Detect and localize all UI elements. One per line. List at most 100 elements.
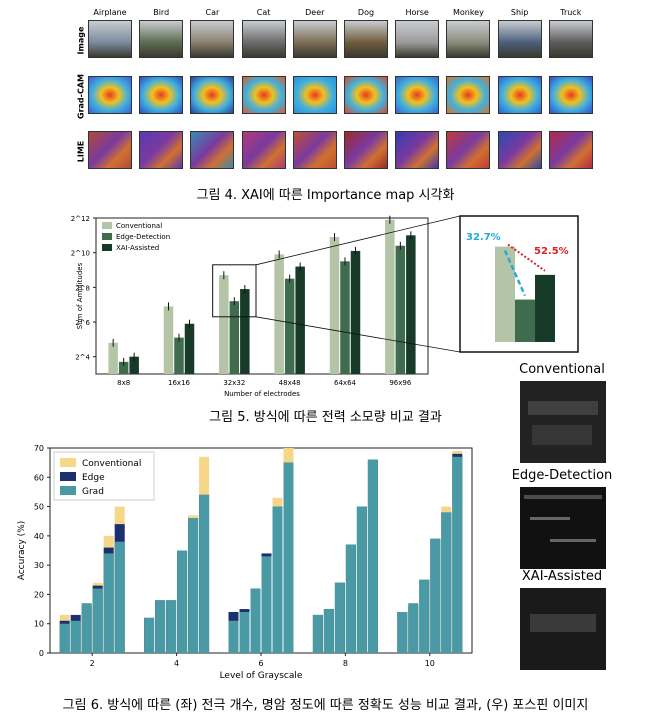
fig5-inset-bar	[535, 274, 555, 342]
thumbnail	[446, 20, 491, 58]
thumbnail	[292, 20, 337, 58]
fig6-bar	[334, 582, 345, 653]
thumbnail	[548, 76, 593, 114]
fig5-inset-bar	[495, 246, 515, 342]
thumbnail	[88, 20, 132, 58]
fig6-ytick-label: 30	[34, 561, 44, 570]
thumbnail	[292, 76, 337, 114]
thumbnail	[395, 131, 440, 169]
thumbnail	[139, 76, 184, 114]
fig4-caption: 그림 4. XAI에 따른 Importance map 시각화	[196, 188, 455, 203]
phosphene-image-conventional	[520, 381, 606, 463]
fig6-bar	[250, 588, 261, 653]
fig6-bar	[261, 556, 272, 653]
fig5-bar	[395, 245, 406, 374]
fig6-ytick-label: 0	[39, 649, 44, 658]
fig6-bar	[356, 506, 367, 653]
fig6-bar	[177, 550, 188, 653]
fig5-plot-frame	[95, 217, 429, 375]
fig5-inset-arrow-red	[507, 243, 546, 272]
fig6-xtick-label: 6	[258, 659, 263, 668]
fig5-legend-label: Conventional	[116, 222, 162, 230]
fig5-bar	[174, 337, 184, 374]
fig6-bar	[367, 459, 378, 653]
fig5-caption: 그림 5. 방식에 따른 전력 소모량 비교 결과	[209, 410, 442, 425]
thumbnail	[446, 131, 491, 169]
fig5-bar	[340, 261, 350, 374]
fig5-ytick-label: 2^8	[75, 284, 90, 292]
class-label: Car	[205, 8, 220, 17]
thumbnail	[190, 20, 235, 58]
fig5-bar	[184, 323, 195, 374]
fig6-legend-swatch	[60, 486, 76, 495]
fig6-bar	[199, 494, 210, 653]
thumbnail	[446, 76, 491, 114]
phosphene-title-xai: XAI-Assisted	[521, 569, 603, 584]
fig6-bar	[103, 553, 114, 653]
fig6-ytick-label: 60	[34, 473, 44, 482]
fig5-inset-arrow-blue	[503, 250, 527, 297]
thumbnail	[190, 76, 235, 114]
fig5-zoom-line	[255, 215, 461, 266]
phosphene-title-edge: Edge-Detection	[511, 468, 613, 483]
fig6-bar	[59, 623, 70, 653]
fig6-legend-swatch	[60, 458, 76, 467]
class-label: Monkey	[452, 8, 484, 17]
fig5-xtick-label: 16x16	[168, 379, 191, 387]
fig6-bar	[441, 512, 452, 653]
fig5-ytick-label: 2^4	[75, 354, 90, 362]
fig5-zoom-box	[212, 264, 257, 318]
fig6-bar	[70, 620, 81, 653]
fig6-bar	[92, 588, 103, 653]
class-label: Horse	[405, 8, 429, 17]
phosphene-image-edge	[520, 487, 606, 569]
fig5-inset-label-blue: 32.7%	[466, 232, 501, 243]
thumbnail	[548, 131, 593, 169]
phosphene-image-xai	[520, 588, 606, 670]
class-label: Ship	[510, 8, 529, 17]
fig5-bar	[240, 289, 250, 374]
fig5-legend-label: XAI-Assisted	[116, 244, 159, 252]
fig5-bar	[129, 356, 139, 374]
fig5-bar	[295, 266, 305, 374]
thumbnail	[497, 131, 542, 169]
fig5-xlabel: Number of electrodes	[224, 390, 300, 398]
fig6-bar	[345, 544, 356, 653]
fig5-legend-swatch	[102, 222, 112, 229]
class-label: Bird	[153, 8, 170, 17]
fig6-legend-label: Grad	[82, 487, 104, 497]
fig5-xtick-label: 32x32	[223, 379, 245, 387]
fig6-bar	[452, 456, 463, 653]
thumbnail	[190, 131, 235, 169]
fig6-bar	[312, 614, 323, 653]
fig5-bar	[219, 275, 229, 374]
fig6-legend-swatch	[60, 472, 76, 481]
class-label: Dog	[357, 8, 375, 17]
fig6-ytick-label: 10	[34, 620, 44, 629]
fig5-legend-swatch	[102, 244, 112, 251]
fig6-bar	[155, 600, 166, 653]
fig6-bar	[228, 620, 239, 653]
fig6-xlabel: Level of Grayscale	[220, 671, 303, 681]
fig6-xtick-label: 4	[174, 659, 179, 668]
fig5-ytick-label: 2^12	[71, 215, 90, 223]
fig5-legend-label: Edge-Detection	[116, 233, 170, 241]
fig5-bar	[350, 250, 361, 374]
class-label: Deer	[305, 8, 325, 17]
row-label-lime: LIME	[76, 140, 86, 163]
fig6-bar	[323, 609, 334, 653]
fig6-xtick-label: 8	[343, 659, 348, 668]
fig6-bar	[397, 612, 408, 653]
thumbnail	[88, 131, 132, 169]
fig5-bar	[406, 235, 416, 374]
fig5-xtick-label: 8x8	[117, 379, 130, 387]
thumbnail	[292, 131, 337, 169]
fig6-bar	[283, 462, 294, 653]
fig6-ytick-label: 70	[34, 444, 44, 453]
fig5-inset-label-red: 52.5%	[534, 246, 569, 257]
class-label: Airplane	[93, 8, 127, 17]
fig5-bar	[118, 361, 129, 374]
thumbnail	[241, 76, 286, 114]
class-label: Truck	[560, 8, 582, 17]
fig6-bar	[81, 603, 92, 653]
